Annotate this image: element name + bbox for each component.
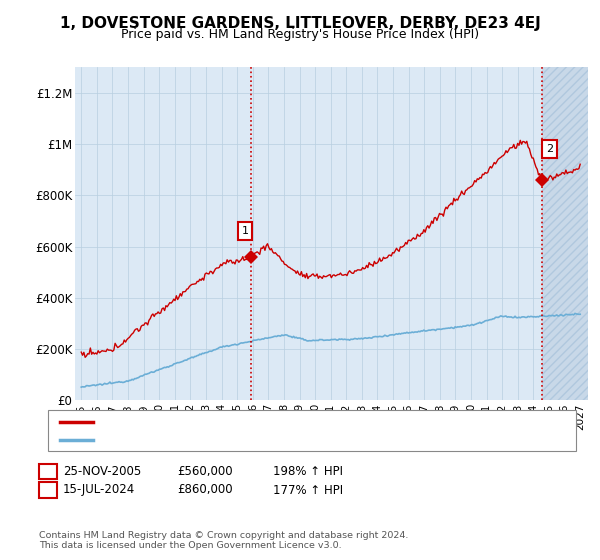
Text: 198% ↑ HPI: 198% ↑ HPI <box>273 465 343 478</box>
Bar <box>542 67 588 400</box>
Text: 2: 2 <box>44 483 52 497</box>
Text: £860,000: £860,000 <box>177 483 233 497</box>
Text: 177% ↑ HPI: 177% ↑ HPI <box>273 483 343 497</box>
Text: 1, DOVESTONE GARDENS, LITTLEOVER, DERBY, DE23 4EJ: 1, DOVESTONE GARDENS, LITTLEOVER, DERBY,… <box>59 16 541 31</box>
Text: Contains HM Land Registry data © Crown copyright and database right 2024.
This d: Contains HM Land Registry data © Crown c… <box>39 530 409 550</box>
Text: 2: 2 <box>546 144 553 154</box>
Text: HPI: Average price, detached house, City of Derby: HPI: Average price, detached house, City… <box>97 435 359 445</box>
Text: 1: 1 <box>241 226 248 236</box>
Text: £560,000: £560,000 <box>177 465 233 478</box>
Text: Price paid vs. HM Land Registry's House Price Index (HPI): Price paid vs. HM Land Registry's House … <box>121 28 479 41</box>
Text: 1, DOVESTONE GARDENS, LITTLEOVER, DERBY, DE23 4EJ (detached house): 1, DOVESTONE GARDENS, LITTLEOVER, DERBY,… <box>97 417 488 427</box>
Text: 1: 1 <box>44 465 52 478</box>
Text: 15-JUL-2024: 15-JUL-2024 <box>63 483 135 497</box>
Text: 25-NOV-2005: 25-NOV-2005 <box>63 465 141 478</box>
